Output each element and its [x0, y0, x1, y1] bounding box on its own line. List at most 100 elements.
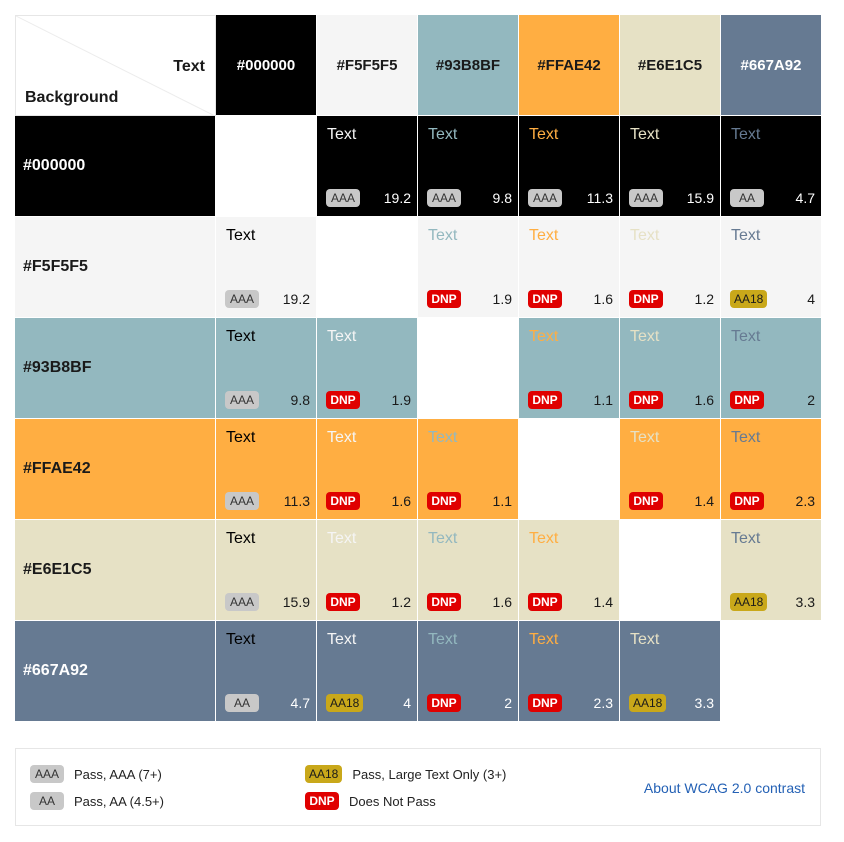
contrast-ratio: 2 — [504, 695, 512, 711]
contrast-ratio: 15.9 — [282, 594, 310, 610]
sample-text: Text — [428, 126, 458, 143]
contrast-ratio: 9.8 — [290, 392, 310, 408]
contrast-cell: Text DNP 1.6 — [317, 419, 418, 520]
rating-badge: DNP — [427, 290, 461, 308]
contrast-ratio: 1.6 — [391, 493, 411, 509]
legend: AAA Pass, AAA (7+) AA Pass, AA (4.5+) AA… — [15, 748, 821, 826]
sample-text: Text — [630, 126, 660, 143]
text-axis-label: Text — [173, 58, 205, 75]
contrast-cell: Text AA18 4 — [317, 621, 418, 722]
contrast-ratio: 3.3 — [795, 594, 815, 610]
contrast-ratio: 1.1 — [593, 392, 613, 408]
contrast-cell: Text AA18 4 — [721, 217, 822, 318]
sample-text: Text — [327, 530, 357, 547]
rating-badge: AAA — [225, 290, 259, 308]
contrast-cell: Text DNP 1.2 — [620, 217, 721, 318]
rating-badge: AA18 — [629, 694, 667, 712]
sample-text: Text — [529, 530, 559, 547]
sample-text: Text — [731, 328, 761, 345]
empty-cell — [418, 318, 519, 419]
rating-badge: DNP — [629, 391, 663, 409]
legend-item-aaa: AAA Pass, AAA (7+) — [30, 765, 162, 783]
sample-text: Text — [529, 227, 559, 244]
sample-text: Text — [327, 126, 357, 143]
empty-cell — [317, 217, 418, 318]
legend-item-aa: AA Pass, AA (4.5+) — [30, 792, 164, 810]
column-header: #F5F5F5 — [317, 15, 418, 116]
contrast-cell: Text DNP 1.2 — [317, 520, 418, 621]
contrast-cell: Text DNP 1.1 — [519, 318, 620, 419]
contrast-cell: Text DNP 2 — [721, 318, 822, 419]
rating-badge: AAA — [225, 593, 259, 611]
sample-text: Text — [529, 126, 559, 143]
rating-badge: AAA — [427, 189, 461, 207]
legend-badge-aaa: AAA — [30, 765, 64, 783]
contrast-ratio: 2.3 — [795, 493, 815, 509]
contrast-ratio: 1.4 — [593, 594, 613, 610]
contrast-cell: Text DNP 1.4 — [519, 520, 620, 621]
rating-badge: DNP — [528, 290, 562, 308]
row-header: #667A92 — [15, 621, 216, 722]
wcag-contrast-link[interactable]: About WCAG 2.0 contrast — [643, 780, 805, 796]
legend-item-dnp: DNP Does Not Pass — [305, 792, 436, 810]
rating-badge: DNP — [427, 593, 461, 611]
sample-text: Text — [529, 631, 559, 648]
contrast-cell: Text AA18 3.3 — [721, 520, 822, 621]
rating-badge: DNP — [326, 492, 360, 510]
sample-text: Text — [226, 429, 256, 446]
sample-text: Text — [428, 530, 458, 547]
contrast-cell: Text AA 4.7 — [721, 116, 822, 217]
contrast-cell: Text AAA 15.9 — [620, 116, 721, 217]
rating-badge: DNP — [629, 290, 663, 308]
contrast-ratio: 1.6 — [492, 594, 512, 610]
contrast-cell: Text AAA 11.3 — [216, 419, 317, 520]
contrast-cell: Text DNP 1.4 — [620, 419, 721, 520]
rating-badge: DNP — [730, 391, 764, 409]
contrast-ratio: 4 — [807, 291, 815, 307]
contrast-cell: Text DNP 1.6 — [620, 318, 721, 419]
legend-label-dnp: Does Not Pass — [349, 793, 436, 809]
legend-item-aa18: AA18 Pass, Large Text Only (3+) — [305, 765, 506, 783]
sample-text: Text — [428, 429, 458, 446]
legend-label-aaa: Pass, AAA (7+) — [74, 766, 162, 782]
contrast-cell: Text AA 4.7 — [216, 621, 317, 722]
contrast-grid: Text Background #000000 #F5F5F5 #93B8BF #FFAE… — [15, 15, 822, 722]
contrast-ratio: 1.9 — [391, 392, 411, 408]
row-header: #93B8BF — [15, 318, 216, 419]
contrast-cell: Text DNP 2.3 — [519, 621, 620, 722]
column-header: #E6E1C5 — [620, 15, 721, 116]
legend-label-aa: Pass, AA (4.5+) — [74, 793, 164, 809]
contrast-ratio: 11.3 — [283, 493, 310, 509]
contrast-cell: Text DNP 1.9 — [418, 217, 519, 318]
contrast-ratio: 15.9 — [686, 190, 714, 206]
column-header: #667A92 — [721, 15, 822, 116]
sample-text: Text — [731, 429, 761, 446]
rating-badge: DNP — [629, 492, 663, 510]
contrast-ratio: 1.4 — [694, 493, 714, 509]
rating-badge: AAA — [326, 189, 360, 207]
contrast-ratio: 4.7 — [290, 695, 310, 711]
rating-badge: DNP — [427, 492, 461, 510]
rating-badge: DNP — [528, 391, 562, 409]
contrast-ratio: 19.2 — [282, 291, 310, 307]
rating-badge: DNP — [427, 694, 461, 712]
contrast-cell: Text DNP 2.3 — [721, 419, 822, 520]
contrast-cell: Text DNP 1.6 — [418, 520, 519, 621]
rating-badge: AAA — [225, 391, 259, 409]
empty-cell — [721, 621, 822, 722]
contrast-cell: Text AAA 15.9 — [216, 520, 317, 621]
contrast-cell: Text AAA 19.2 — [216, 217, 317, 318]
contrast-ratio: 19.2 — [383, 190, 411, 206]
sample-text: Text — [428, 631, 458, 648]
sample-text: Text — [630, 429, 660, 446]
contrast-cell: Text DNP 1.1 — [418, 419, 519, 520]
row-header: #E6E1C5 — [15, 520, 216, 621]
legend-badge-dnp: DNP — [305, 792, 339, 810]
rating-badge: AA — [730, 189, 764, 207]
sample-text: Text — [327, 631, 357, 648]
contrast-cell: Text DNP 1.6 — [519, 217, 620, 318]
contrast-cell: Text AAA 9.8 — [216, 318, 317, 419]
corner-diagonal — [16, 16, 215, 115]
rating-badge: AAA — [528, 189, 562, 207]
contrast-ratio: 1.2 — [391, 594, 411, 610]
